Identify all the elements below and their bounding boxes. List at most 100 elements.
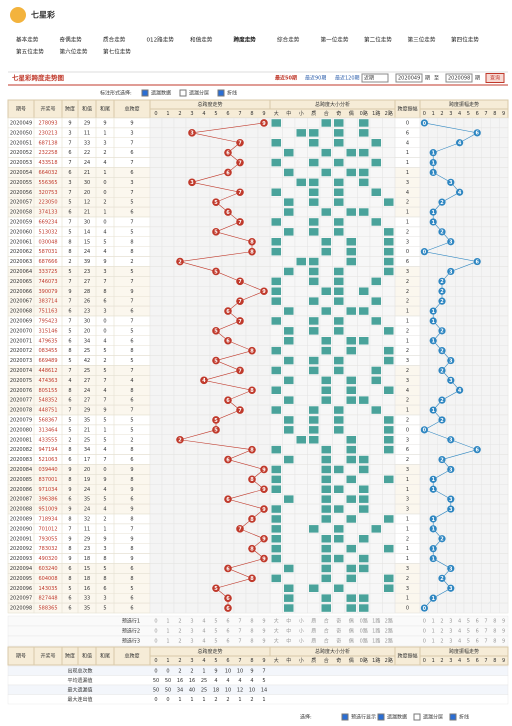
preselect-digit[interactable]: 7 xyxy=(484,619,487,625)
nav-tab[interactable]: 基本走势 xyxy=(16,36,39,44)
input-box[interactable] xyxy=(445,73,473,83)
preselect-digit[interactable]: 7 xyxy=(238,639,241,645)
preselect-analysis[interactable]: 小 xyxy=(299,638,304,645)
option-item[interactable]: 折线 xyxy=(227,90,237,97)
preselect-analysis[interactable]: 合 xyxy=(324,628,329,635)
range-link[interactable]: 最近120期 xyxy=(335,75,360,82)
preselect-digit[interactable]: 8 xyxy=(493,639,496,645)
preselect-digit[interactable]: 8 xyxy=(250,619,253,625)
input-box[interactable] xyxy=(395,73,423,83)
preselect-analysis[interactable]: 小 xyxy=(299,618,304,625)
preselect-digit[interactable]: 2 xyxy=(178,619,181,625)
preselect-analysis[interactable]: 中 xyxy=(286,618,291,625)
preselect-analysis[interactable]: 0路 xyxy=(360,628,368,635)
preselect-digit[interactable]: 1 xyxy=(432,639,435,645)
preselect-digit[interactable]: 0 xyxy=(154,619,157,625)
preselect-digit[interactable]: 8 xyxy=(493,619,496,625)
preselect-digit[interactable]: 6 xyxy=(476,629,479,635)
preselect-analysis[interactable]: 1路 xyxy=(372,628,380,635)
preselect-analysis[interactable]: 偶 xyxy=(349,618,354,625)
preselect-digit[interactable]: 4 xyxy=(202,619,205,625)
preselect-analysis[interactable]: 1路 xyxy=(372,638,380,645)
preselect-digit[interactable]: 5 xyxy=(467,619,470,625)
nav-tab[interactable]: 跨度走势 xyxy=(234,36,257,44)
preselect-digit[interactable]: 4 xyxy=(458,619,461,625)
preselect-analysis[interactable]: 0路 xyxy=(360,618,368,625)
range-link[interactable]: 最近90期 xyxy=(305,75,326,82)
nav-tab[interactable]: 第四位走势 xyxy=(451,36,479,44)
preselect-digit[interactable]: 2 xyxy=(178,629,181,635)
option-item[interactable]: 遗漏数据 xyxy=(151,90,171,97)
checkbox[interactable] xyxy=(449,713,457,721)
preselect-digit[interactable]: 0 xyxy=(423,629,426,635)
option-item[interactable]: 折线 xyxy=(459,714,469,721)
preselect-analysis[interactable]: 大 xyxy=(274,628,279,635)
preselect-digit[interactable]: 2 xyxy=(440,629,443,635)
preselect-digit[interactable]: 0 xyxy=(423,639,426,645)
checkbox[interactable] xyxy=(341,713,349,721)
preselect-analysis[interactable]: 偶 xyxy=(349,628,354,635)
preselect-row[interactable] xyxy=(7,635,509,647)
preselect-digit[interactable]: 8 xyxy=(493,629,496,635)
preselect-digit[interactable]: 8 xyxy=(250,639,253,645)
preselect-digit[interactable]: 1 xyxy=(166,629,169,635)
option-item[interactable]: 遗漏分层 xyxy=(423,714,443,721)
preselect-digit[interactable]: 3 xyxy=(190,619,193,625)
preselect-digit[interactable]: 5 xyxy=(467,629,470,635)
preselect-digit[interactable]: 4 xyxy=(458,629,461,635)
preselect-analysis[interactable]: 0路 xyxy=(360,638,368,645)
preselect-digit[interactable]: 0 xyxy=(423,619,426,625)
select-box[interactable] xyxy=(361,73,389,83)
nav-tab[interactable]: 综合走势 xyxy=(277,36,300,44)
preselect-digit[interactable]: 3 xyxy=(190,629,193,635)
preselect-analysis[interactable]: 大 xyxy=(274,618,279,625)
preselect-analysis[interactable]: 2路 xyxy=(385,618,393,625)
preselect-analysis[interactable]: 奇 xyxy=(336,628,341,635)
checkbox[interactable] xyxy=(413,713,421,721)
preselect-digit[interactable]: 3 xyxy=(449,629,452,635)
nav-tab[interactable]: 第三位走势 xyxy=(408,36,436,44)
preselect-digit[interactable]: 1 xyxy=(166,639,169,645)
preselect-digit[interactable]: 2 xyxy=(178,639,181,645)
preselect-digit[interactable]: 5 xyxy=(214,639,217,645)
nav-tab[interactable]: 第六位走势 xyxy=(60,48,88,56)
preselect-digit[interactable]: 0 xyxy=(154,639,157,645)
preselect-analysis[interactable]: 奇 xyxy=(336,618,341,625)
preselect-digit[interactable]: 7 xyxy=(238,629,241,635)
preselect-digit[interactable]: 3 xyxy=(449,639,452,645)
option-item[interactable]: 遗漏分层 xyxy=(189,90,209,97)
preselect-analysis[interactable]: 偶 xyxy=(349,638,354,645)
nav-tab[interactable]: 第五位走势 xyxy=(16,48,44,56)
option-item[interactable]: 预选行显示 xyxy=(351,714,376,721)
preselect-digit[interactable]: 1 xyxy=(432,619,435,625)
preselect-digit[interactable]: 2 xyxy=(440,639,443,645)
preselect-digit[interactable]: 4 xyxy=(458,639,461,645)
nav-tab[interactable]: 第一位走势 xyxy=(321,36,349,44)
nav-tab[interactable]: 012路走势 xyxy=(147,36,175,44)
preselect-digit[interactable]: 9 xyxy=(502,619,505,625)
preselect-analysis[interactable]: 合 xyxy=(324,618,329,625)
preselect-digit[interactable]: 3 xyxy=(190,639,193,645)
nav-tab[interactable]: 和值走势 xyxy=(190,36,213,44)
preselect-analysis[interactable]: 合 xyxy=(324,638,329,645)
nav-tab[interactable]: 质合走势 xyxy=(103,36,126,44)
nav-tab[interactable]: 第七位走势 xyxy=(103,48,131,56)
preselect-analysis[interactable]: 中 xyxy=(286,638,291,645)
query-label[interactable]: 查询 xyxy=(490,75,500,82)
preselect-digit[interactable]: 8 xyxy=(250,629,253,635)
preselect-analysis[interactable]: 中 xyxy=(286,628,291,635)
checkbox[interactable] xyxy=(141,89,149,97)
preselect-digit[interactable]: 1 xyxy=(432,629,435,635)
preselect-digit[interactable]: 1 xyxy=(166,619,169,625)
preselect-digit[interactable]: 5 xyxy=(467,639,470,645)
preselect-analysis[interactable]: 1路 xyxy=(372,618,380,625)
preselect-digit[interactable]: 6 xyxy=(226,629,229,635)
preselect-digit[interactable]: 6 xyxy=(476,619,479,625)
nav-tab[interactable]: 第二位走势 xyxy=(364,36,392,44)
preselect-analysis[interactable]: 质 xyxy=(311,618,316,625)
preselect-analysis[interactable]: 质 xyxy=(311,638,316,645)
preselect-analysis[interactable]: 2路 xyxy=(385,628,393,635)
preselect-analysis[interactable]: 奇 xyxy=(336,638,341,645)
preselect-digit[interactable]: 4 xyxy=(202,639,205,645)
preselect-digit[interactable]: 9 xyxy=(262,619,265,625)
